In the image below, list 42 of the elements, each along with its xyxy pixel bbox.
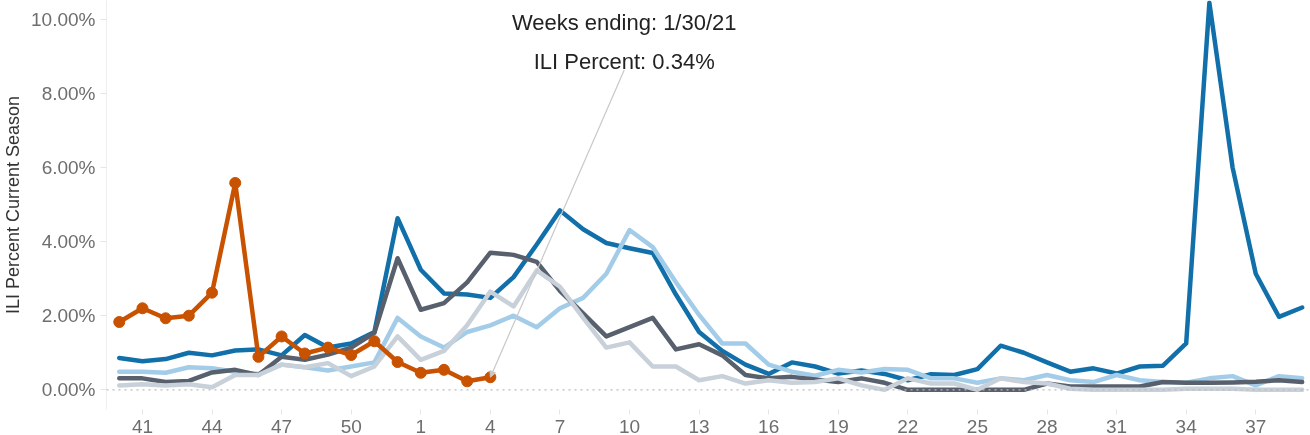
annotation: Weeks ending: 1/30/21 ILI Percent: 0.34% xyxy=(511,10,737,75)
y-tick-label: 4.00% xyxy=(41,231,96,253)
x-tick-label: 10 xyxy=(618,415,641,435)
x-tick-label: 50 xyxy=(340,415,362,435)
x-tick-label: 13 xyxy=(688,415,710,435)
y-axis-title: ILI Percent Current Season xyxy=(3,95,24,315)
point xyxy=(182,309,195,322)
point xyxy=(229,176,242,189)
point xyxy=(322,341,334,354)
x-tick-label: 7 xyxy=(554,415,566,435)
point xyxy=(275,330,288,343)
point xyxy=(414,366,427,379)
y-tick-label: 10.00% xyxy=(31,8,96,30)
point xyxy=(206,286,219,299)
x-tick-label: 44 xyxy=(201,415,224,435)
x-tick-label: 4 xyxy=(485,415,497,435)
x-tick-label: 16 xyxy=(758,415,780,435)
point xyxy=(159,312,172,325)
point xyxy=(298,347,311,360)
x-tick-label: 41 xyxy=(131,415,154,435)
line-series xyxy=(117,0,1305,383)
point xyxy=(252,350,265,363)
y-tick-label: 0.00% xyxy=(41,379,96,401)
x-tick-label: 34 xyxy=(1175,415,1198,435)
x-tick-label: 19 xyxy=(827,415,849,435)
point xyxy=(437,363,450,376)
point xyxy=(136,302,149,315)
point xyxy=(391,356,404,369)
x-tick-label: 47 xyxy=(271,415,293,435)
point xyxy=(368,335,381,348)
x-tick-label: 31 xyxy=(1106,415,1128,435)
y-tick-label: 2.00% xyxy=(41,305,96,327)
x-tick-label: 25 xyxy=(966,415,989,435)
point xyxy=(113,316,126,328)
point xyxy=(345,349,358,361)
y-tick-label: 8.00% xyxy=(41,82,96,104)
x-tick-label: 22 xyxy=(897,415,919,435)
x-tick-label: 28 xyxy=(1036,415,1058,435)
x-tick-label: 1 xyxy=(415,415,427,435)
x-tick-label: 37 xyxy=(1245,415,1267,435)
point xyxy=(461,375,474,388)
y-tick-label: 6.00% xyxy=(41,156,96,178)
